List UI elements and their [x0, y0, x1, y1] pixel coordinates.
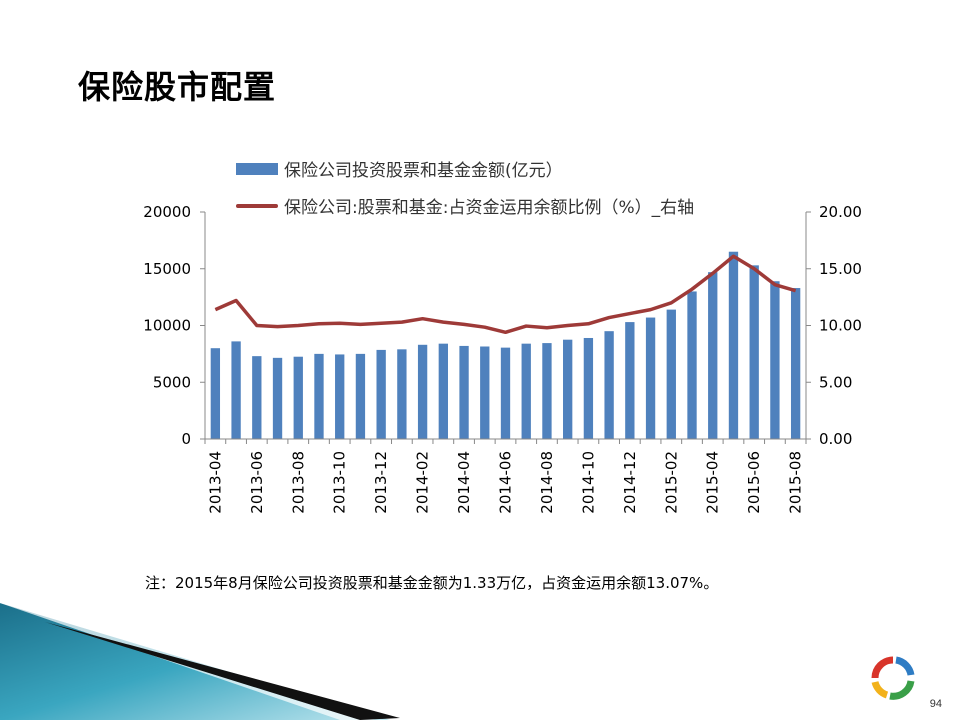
bar-2015-02: [666, 309, 676, 439]
legend-item-bar: 保险公司投资股票和基金金额(亿元）: [236, 150, 694, 187]
line-series: [214, 254, 797, 335]
black-stripe: [45, 622, 400, 720]
y-right-tick-label: 10.00: [819, 317, 862, 335]
x-tick-label: 2014-12: [621, 451, 639, 514]
y-left-tick-label: 20000: [143, 203, 191, 221]
bar-2014-09: [563, 339, 573, 439]
y-left-tick-label: 15000: [143, 260, 191, 278]
y-left-tick-label: 5000: [153, 373, 191, 391]
bar-2015-06: [749, 265, 759, 439]
bar-2013-11: [355, 353, 366, 439]
bar-2014-07: [521, 343, 531, 439]
y-right-tick-label: 0.00: [819, 430, 852, 448]
chart-legend: 保险公司投资股票和基金金额(亿元） 保险公司:股票和基金:占资金运用余额比例（%…: [236, 150, 694, 224]
bar-2015-08: [790, 288, 801, 439]
bar-2015-05: [728, 251, 739, 439]
axis-labels: 0 5000 10000 15000 20000 0.00 5.00 10.00 15.00 20…: [143, 203, 862, 514]
x-tick-label: 2014-06: [497, 451, 515, 514]
x-tick-label: 2013-12: [372, 451, 390, 514]
x-tick-label: 2015-08: [787, 451, 805, 514]
bar-2014-03: [438, 343, 448, 439]
bar-2014-08: [542, 343, 552, 439]
x-tick-label: 2014-08: [538, 451, 556, 514]
bar-2013-07: [272, 357, 283, 439]
bar-2014-02: [417, 344, 428, 439]
bar-2013-08: [293, 356, 303, 439]
bar-2013-04: [210, 348, 221, 439]
y-right-tick-label: 5.00: [819, 373, 852, 391]
bar-2015-07: [770, 281, 780, 439]
x-tick-label: 2013-08: [289, 451, 307, 514]
legend-label-line: 保险公司:股票和基金:占资金运用余额比例（%）_右轴: [284, 198, 695, 218]
bar-2013-09: [314, 353, 324, 439]
x-tick-label: 2014-10: [579, 451, 597, 514]
y-right-tick-label: 15.00: [819, 260, 862, 278]
x-tick-label: 2013-10: [331, 451, 349, 514]
y-right-tick-label: 20.00: [819, 203, 862, 221]
legend-item-line: 保险公司:股票和基金:占资金运用余额比例（%）_右轴: [236, 187, 694, 224]
bar-2014-06: [500, 347, 511, 439]
bar-2013-10: [335, 354, 345, 439]
x-tick-label: 2014-04: [455, 451, 473, 514]
chart-axes: [200, 211, 811, 444]
x-tick-label: 2013-04: [206, 451, 224, 514]
bar-2013-12: [376, 349, 386, 439]
bar-2014-01: [397, 349, 407, 439]
y-left-tick-label: 0: [181, 430, 191, 448]
page-number: 94: [929, 698, 942, 710]
legend-swatch-bar: [236, 162, 278, 175]
bar-2014-12: [625, 322, 635, 439]
bar-series: [210, 251, 801, 439]
bar-2013-05: [231, 341, 241, 439]
slide-title: 保险股市配置: [78, 68, 277, 106]
y-left-tick-label: 10000: [143, 317, 191, 335]
footnote: 注：2015年8月保险公司投资股票和基金金额为1.33万亿，占资金运用余额13.…: [145, 574, 719, 592]
bar-2015-01: [645, 317, 656, 439]
bar-2014-10: [583, 337, 594, 439]
bar-2013-06: [252, 356, 262, 439]
bar-2014-04: [459, 345, 469, 439]
x-tick-label: 2015-02: [662, 451, 680, 514]
bar-2015-04: [708, 272, 718, 439]
x-tick-label: 2014-02: [414, 451, 432, 514]
x-tick-label: 2015-06: [745, 451, 763, 514]
legend-swatch-line: [236, 203, 278, 208]
bar-2015-03: [687, 291, 697, 439]
x-tick-label: 2015-04: [704, 451, 722, 514]
legend-label-bar: 保险公司投资股票和基金金额(亿元）: [284, 161, 563, 181]
bar-2014-05: [480, 346, 490, 439]
bar-2014-11: [604, 331, 614, 439]
x-tick-label: 2013-06: [248, 451, 266, 514]
